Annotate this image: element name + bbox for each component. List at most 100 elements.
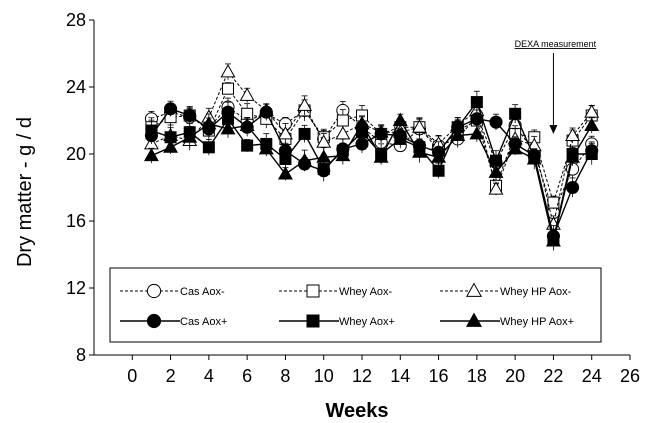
- legend-label: Cas Aox+: [180, 316, 227, 328]
- data-point: [469, 126, 485, 140]
- x-tick-label: 16: [429, 366, 449, 386]
- x-tick-label: 24: [582, 366, 602, 386]
- legend-label: Cas Aox-: [180, 286, 225, 298]
- data-point: [565, 149, 581, 163]
- y-tick-label: 28: [66, 10, 86, 30]
- legend-item: Cas Aox+: [120, 313, 227, 329]
- series-line: [151, 100, 592, 240]
- y-tick-label: 24: [66, 77, 86, 97]
- data-point: [222, 82, 234, 95]
- x-tick-label: 18: [467, 366, 487, 386]
- series-line: [150, 107, 593, 239]
- legend-box: [109, 267, 602, 343]
- data-point: [584, 117, 600, 131]
- x-tick-label: 14: [390, 366, 410, 386]
- legend-marker: [306, 284, 320, 298]
- data-point: [201, 116, 217, 130]
- data-point: [526, 151, 542, 165]
- data-point: [336, 114, 349, 127]
- legend-item: Whey Aox+: [279, 314, 395, 328]
- series-layer: [143, 63, 600, 251]
- x-tick-label: 8: [280, 366, 290, 386]
- x-tick-label: 0: [127, 366, 137, 386]
- dexa-annotation-label: DEXA measurement: [515, 39, 597, 49]
- data-point: [316, 134, 332, 148]
- legend-label: Whey Aox+: [339, 316, 395, 328]
- data-point: [392, 112, 408, 126]
- legend-marker: [465, 312, 483, 327]
- legend-item: Whey Aox-: [279, 284, 393, 298]
- legend-label: Whey Aox-: [339, 286, 393, 298]
- data-point: [411, 144, 427, 158]
- x-tick-label: 22: [543, 366, 563, 386]
- data-point: [277, 166, 293, 180]
- data-point: [297, 97, 313, 111]
- annotation-arrow-head: [549, 125, 558, 134]
- data-point: [584, 104, 600, 118]
- data-point: [547, 196, 560, 209]
- x-tick-label: 26: [620, 366, 640, 386]
- data-point: [298, 127, 311, 140]
- annotation: DEXA measurement: [515, 39, 597, 134]
- data-point: [585, 148, 598, 160]
- legend-item: Whey HP Aox+: [440, 312, 574, 328]
- data-point: [220, 64, 236, 78]
- y-tick-label: 16: [66, 211, 86, 231]
- data-point: [394, 132, 407, 145]
- y-tick-label: 12: [66, 278, 86, 298]
- data-point: [335, 147, 351, 162]
- x-tick-label: 4: [204, 366, 214, 386]
- data-point: [373, 149, 389, 163]
- legend-label: Whey HP Aox-: [500, 286, 572, 298]
- x-tick-label: 6: [242, 366, 252, 386]
- data-point: [259, 105, 273, 119]
- legend: Cas Aox- Whey Aox- Whey HP Aox- Cas Aox+ Whe…: [109, 267, 602, 343]
- data-point: [565, 127, 581, 142]
- series-whey-aox-: [145, 90, 598, 247]
- series-whey-hp-aox-: [143, 112, 600, 251]
- legend-item: Whey HP Aox-: [440, 282, 572, 298]
- data-point: [489, 115, 503, 129]
- data-point: [488, 181, 504, 195]
- data-point: [183, 108, 197, 123]
- legend-marker: [146, 283, 162, 299]
- legend-marker: [146, 313, 162, 329]
- y-axis-title: Dry matter - g / d: [14, 117, 36, 267]
- x-tick-label: 20: [505, 366, 525, 386]
- x-tick-label: 2: [166, 366, 176, 386]
- legend-marker: [306, 314, 320, 328]
- data-point: [202, 141, 215, 154]
- data-point: [316, 149, 332, 163]
- y-ticks: 8 12 16 20 24 28: [66, 10, 94, 365]
- data-point: [163, 139, 179, 153]
- data-point: [545, 233, 561, 247]
- data-point: [182, 129, 198, 143]
- series-line: [151, 106, 593, 215]
- data-point: [239, 87, 255, 101]
- legend-marker: [465, 282, 483, 297]
- data-point: [354, 116, 370, 130]
- data-point: [509, 107, 522, 120]
- data-point: [258, 141, 274, 155]
- legend-item: Cas Aox-: [120, 283, 225, 299]
- x-ticks: 0 2 4 6 8 10 12 14 16 18 20 22 24 26: [127, 355, 640, 386]
- data-point: [450, 127, 466, 142]
- data-point: [488, 164, 504, 178]
- y-tick-label: 8: [76, 345, 86, 365]
- data-point: [297, 152, 313, 167]
- data-point: [411, 119, 427, 133]
- data-point: [164, 102, 178, 116]
- data-point: [355, 137, 369, 151]
- x-tick-label: 10: [314, 366, 334, 386]
- data-point: [507, 141, 523, 155]
- data-point: [374, 127, 388, 141]
- x-axis-title: Weeks: [325, 400, 388, 422]
- data-point: [277, 126, 293, 140]
- series-line: [151, 70, 593, 225]
- y-tick-label: 20: [66, 144, 86, 164]
- data-point: [143, 147, 159, 162]
- data-point: [145, 124, 158, 137]
- data-point: [241, 139, 254, 152]
- data-point: [566, 180, 580, 195]
